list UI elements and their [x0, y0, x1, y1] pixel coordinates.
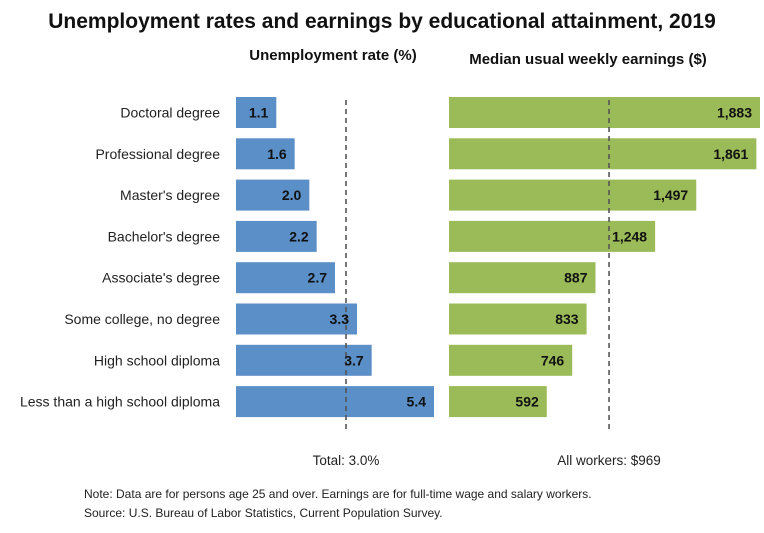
earnings-bar — [449, 344, 573, 376]
chart-note: Note: Data are for persons age 25 and ov… — [84, 487, 592, 501]
category-label: Some college, no degree — [64, 311, 220, 327]
unemployment-panel-subtitle: Unemployment rate (%) — [249, 47, 417, 64]
unemployment-reference-label: Total: 3.0% — [313, 453, 380, 468]
earnings-bar — [449, 303, 587, 335]
earnings-data-label: 833 — [555, 311, 579, 327]
unemployment-data-label: 2.7 — [308, 270, 328, 286]
earnings-bar — [449, 386, 547, 418]
earnings-data-label: 1,883 — [717, 105, 752, 121]
category-label: Professional degree — [95, 146, 220, 162]
earnings-data-label: 1,861 — [713, 146, 748, 162]
unemployment-data-label: 1.6 — [267, 146, 287, 162]
earnings-data-label: 887 — [564, 270, 588, 286]
earnings-panel-subtitle: Median usual weekly earnings ($) — [469, 51, 707, 68]
earnings-data-label: 1,497 — [653, 187, 688, 203]
earnings-bar — [449, 179, 697, 211]
earnings-bar — [449, 220, 656, 252]
unemployment-bar — [236, 386, 434, 418]
unemployment-bar — [236, 179, 310, 211]
earnings-reference-label: All workers: $969 — [557, 453, 661, 468]
unemployment-data-label: 5.4 — [407, 394, 427, 410]
category-label: Less than a high school diploma — [20, 394, 220, 410]
category-label: Bachelor's degree — [108, 228, 221, 244]
category-label: Associate's degree — [102, 270, 220, 286]
unemployment-data-label: 2.2 — [289, 228, 309, 244]
unemployment-bar — [236, 344, 372, 376]
earnings-bar — [449, 138, 757, 170]
unemployment-bar — [236, 262, 335, 294]
chart-title: Unemployment rates and earnings by educa… — [48, 10, 716, 33]
chart-source: Source: U.S. Bureau of Labor Statistics,… — [84, 506, 443, 520]
category-label: Master's degree — [120, 187, 220, 203]
earnings-bar — [449, 97, 760, 128]
unemployment-data-label: 1.1 — [249, 105, 269, 121]
unemployment-data-label: 2.0 — [282, 187, 302, 203]
unemployment-data-label: 3.7 — [344, 352, 364, 368]
earnings-data-label: 592 — [515, 394, 539, 410]
unemployment-bar — [236, 220, 317, 252]
unemployment-bar — [236, 97, 277, 128]
unemployment-bar — [236, 303, 357, 335]
category-label: Doctoral degree — [120, 105, 220, 121]
earnings-data-label: 1,248 — [612, 228, 647, 244]
earnings-data-label: 746 — [541, 352, 565, 368]
earnings-bar — [449, 262, 596, 294]
category-label: High school diploma — [94, 352, 220, 368]
unemployment-bar — [236, 138, 295, 170]
unemployment-data-label: 3.3 — [330, 311, 350, 327]
